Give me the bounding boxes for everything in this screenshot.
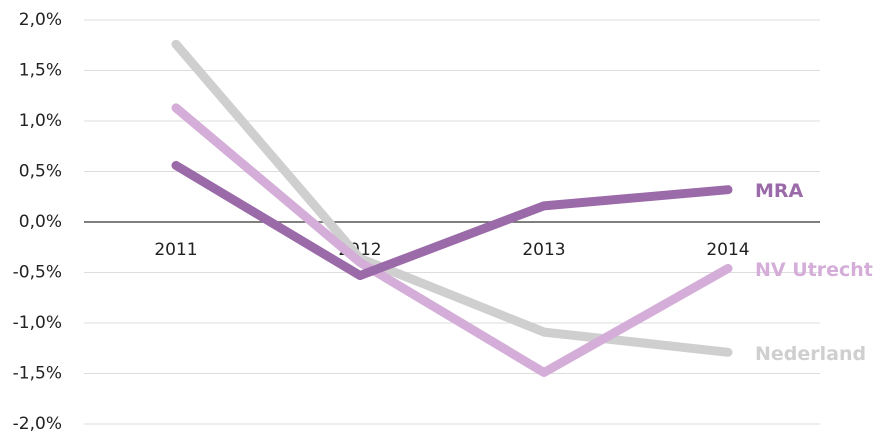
y-tick-label: 0,5% — [19, 162, 62, 182]
series-label: Nederland — [755, 343, 866, 365]
y-tick-label: -0,5% — [13, 263, 62, 283]
series-label: MRA — [755, 180, 804, 202]
y-tick-label: 1,5% — [19, 61, 62, 81]
x-tick-label: 2014 — [706, 240, 749, 260]
y-tick-label: -1,5% — [13, 364, 62, 384]
series-line — [171, 39, 733, 357]
series-line — [171, 160, 733, 281]
x-tick-label: 2011 — [154, 240, 197, 260]
y-tick-label: -2,0% — [13, 414, 62, 434]
series-line — [171, 103, 733, 377]
x-tick-label: 2013 — [522, 240, 565, 260]
y-tick-label: 1,0% — [19, 111, 62, 131]
series-label: NV Utrecht — [755, 259, 873, 281]
y-tick-label: 0,0% — [19, 212, 62, 232]
y-tick-label: -1,0% — [13, 313, 62, 333]
y-tick-label: 2,0% — [19, 10, 62, 30]
